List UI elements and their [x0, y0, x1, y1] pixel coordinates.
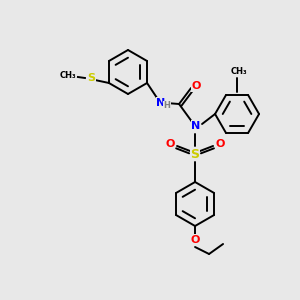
Text: CH₃: CH₃ — [231, 68, 248, 76]
Text: S: S — [87, 73, 95, 83]
Text: O: O — [165, 139, 175, 149]
Text: O: O — [190, 235, 200, 245]
Text: S: S — [190, 148, 200, 160]
Text: N: N — [156, 98, 166, 108]
Text: O: O — [215, 139, 225, 149]
Text: O: O — [191, 81, 201, 91]
Text: CH₃: CH₃ — [59, 71, 76, 80]
Text: H: H — [164, 101, 170, 110]
Text: N: N — [191, 121, 201, 131]
